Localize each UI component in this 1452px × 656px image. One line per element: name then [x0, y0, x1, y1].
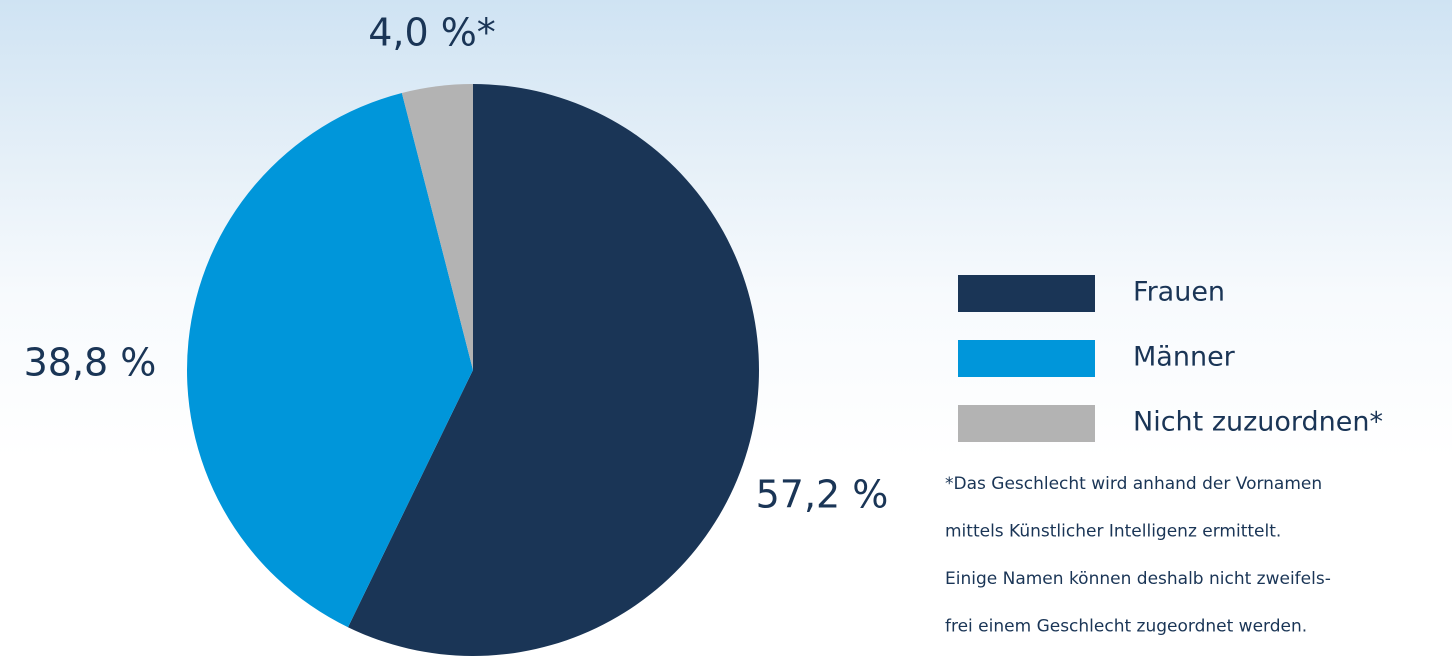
value-label: 4,0 %* [368, 11, 496, 55]
footnote-line: frei einem Geschlecht zugeordnet werden. [945, 617, 1307, 637]
value-label: 38,8 % [24, 341, 157, 385]
pie-slice [401, 84, 473, 370]
legend-label: Nicht zuzuordnen* [1133, 407, 1383, 438]
legend-label: Frauen [1133, 277, 1225, 308]
legend-swatch [958, 275, 1095, 312]
footnote-line: Einige Namen können deshalb nicht zweife… [945, 569, 1331, 589]
pie-slice [347, 84, 759, 656]
legend-swatch [958, 405, 1095, 442]
legend-label: Männer [1133, 342, 1236, 373]
value-label: 57,2 % [756, 473, 889, 517]
footnote-line: *Das Geschlecht wird anhand der Vornamen [945, 474, 1322, 494]
footnote-line: mittels Künstlicher Intelligenz ermittel… [945, 522, 1281, 542]
pie-slice [186, 92, 473, 628]
legend-swatch [958, 340, 1095, 377]
